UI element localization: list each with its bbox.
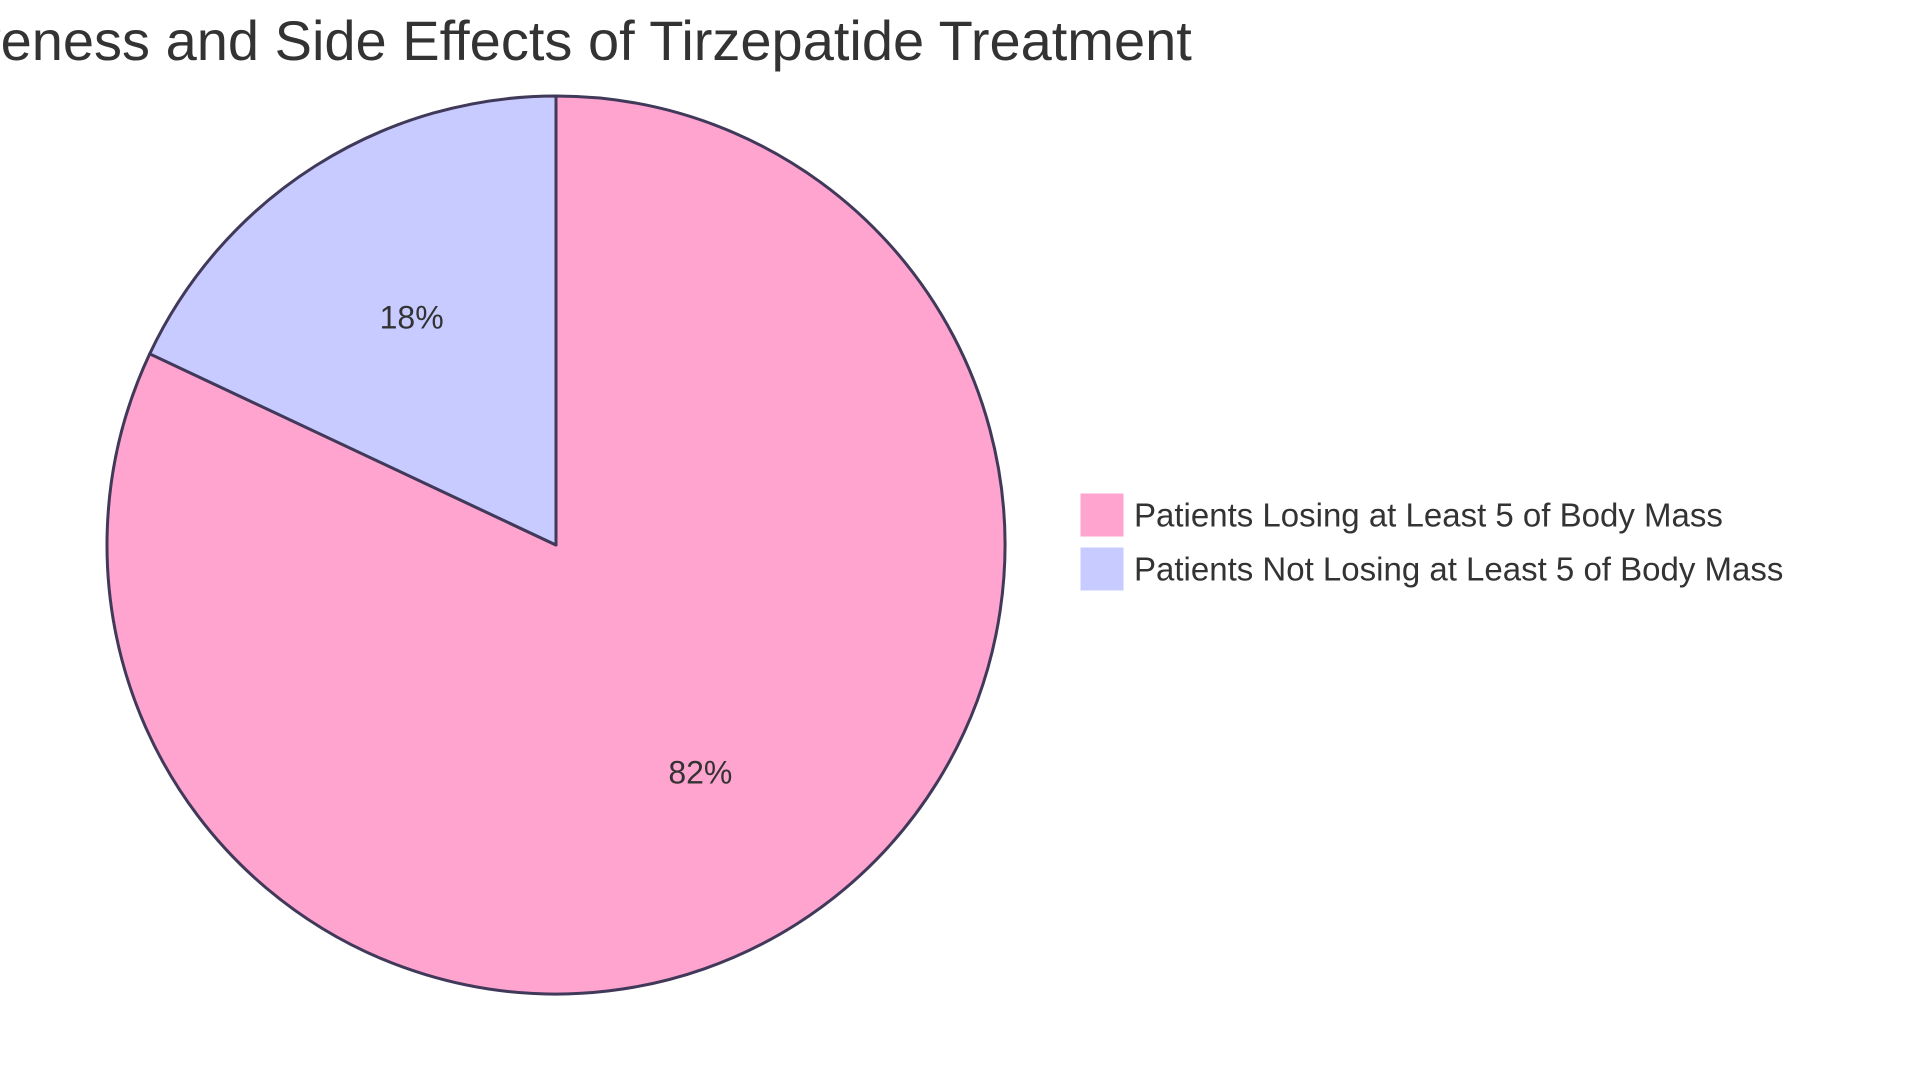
legend-label-1: Patients Losing at Least 5 of Body Mass (1134, 497, 1723, 534)
chart-title: Effectiveness and Side Effects of Tirzep… (0, 9, 1192, 72)
pie-slice-labels: 82% 18% (380, 300, 733, 791)
legend-label-2: Patients Not Losing at Least 5 of Body M… (1134, 551, 1783, 588)
pie-slices (105, 94, 1007, 996)
legend-swatch-1 (1079, 492, 1125, 538)
pie-slice-2 (148, 94, 558, 547)
legend-swatch-2 (1079, 546, 1125, 592)
slice-label-1: 82% (668, 754, 732, 790)
legend: Patients Losing at Least 5 of Body Mass P… (1079, 492, 1783, 592)
slice-label-2: 18% (380, 300, 444, 336)
